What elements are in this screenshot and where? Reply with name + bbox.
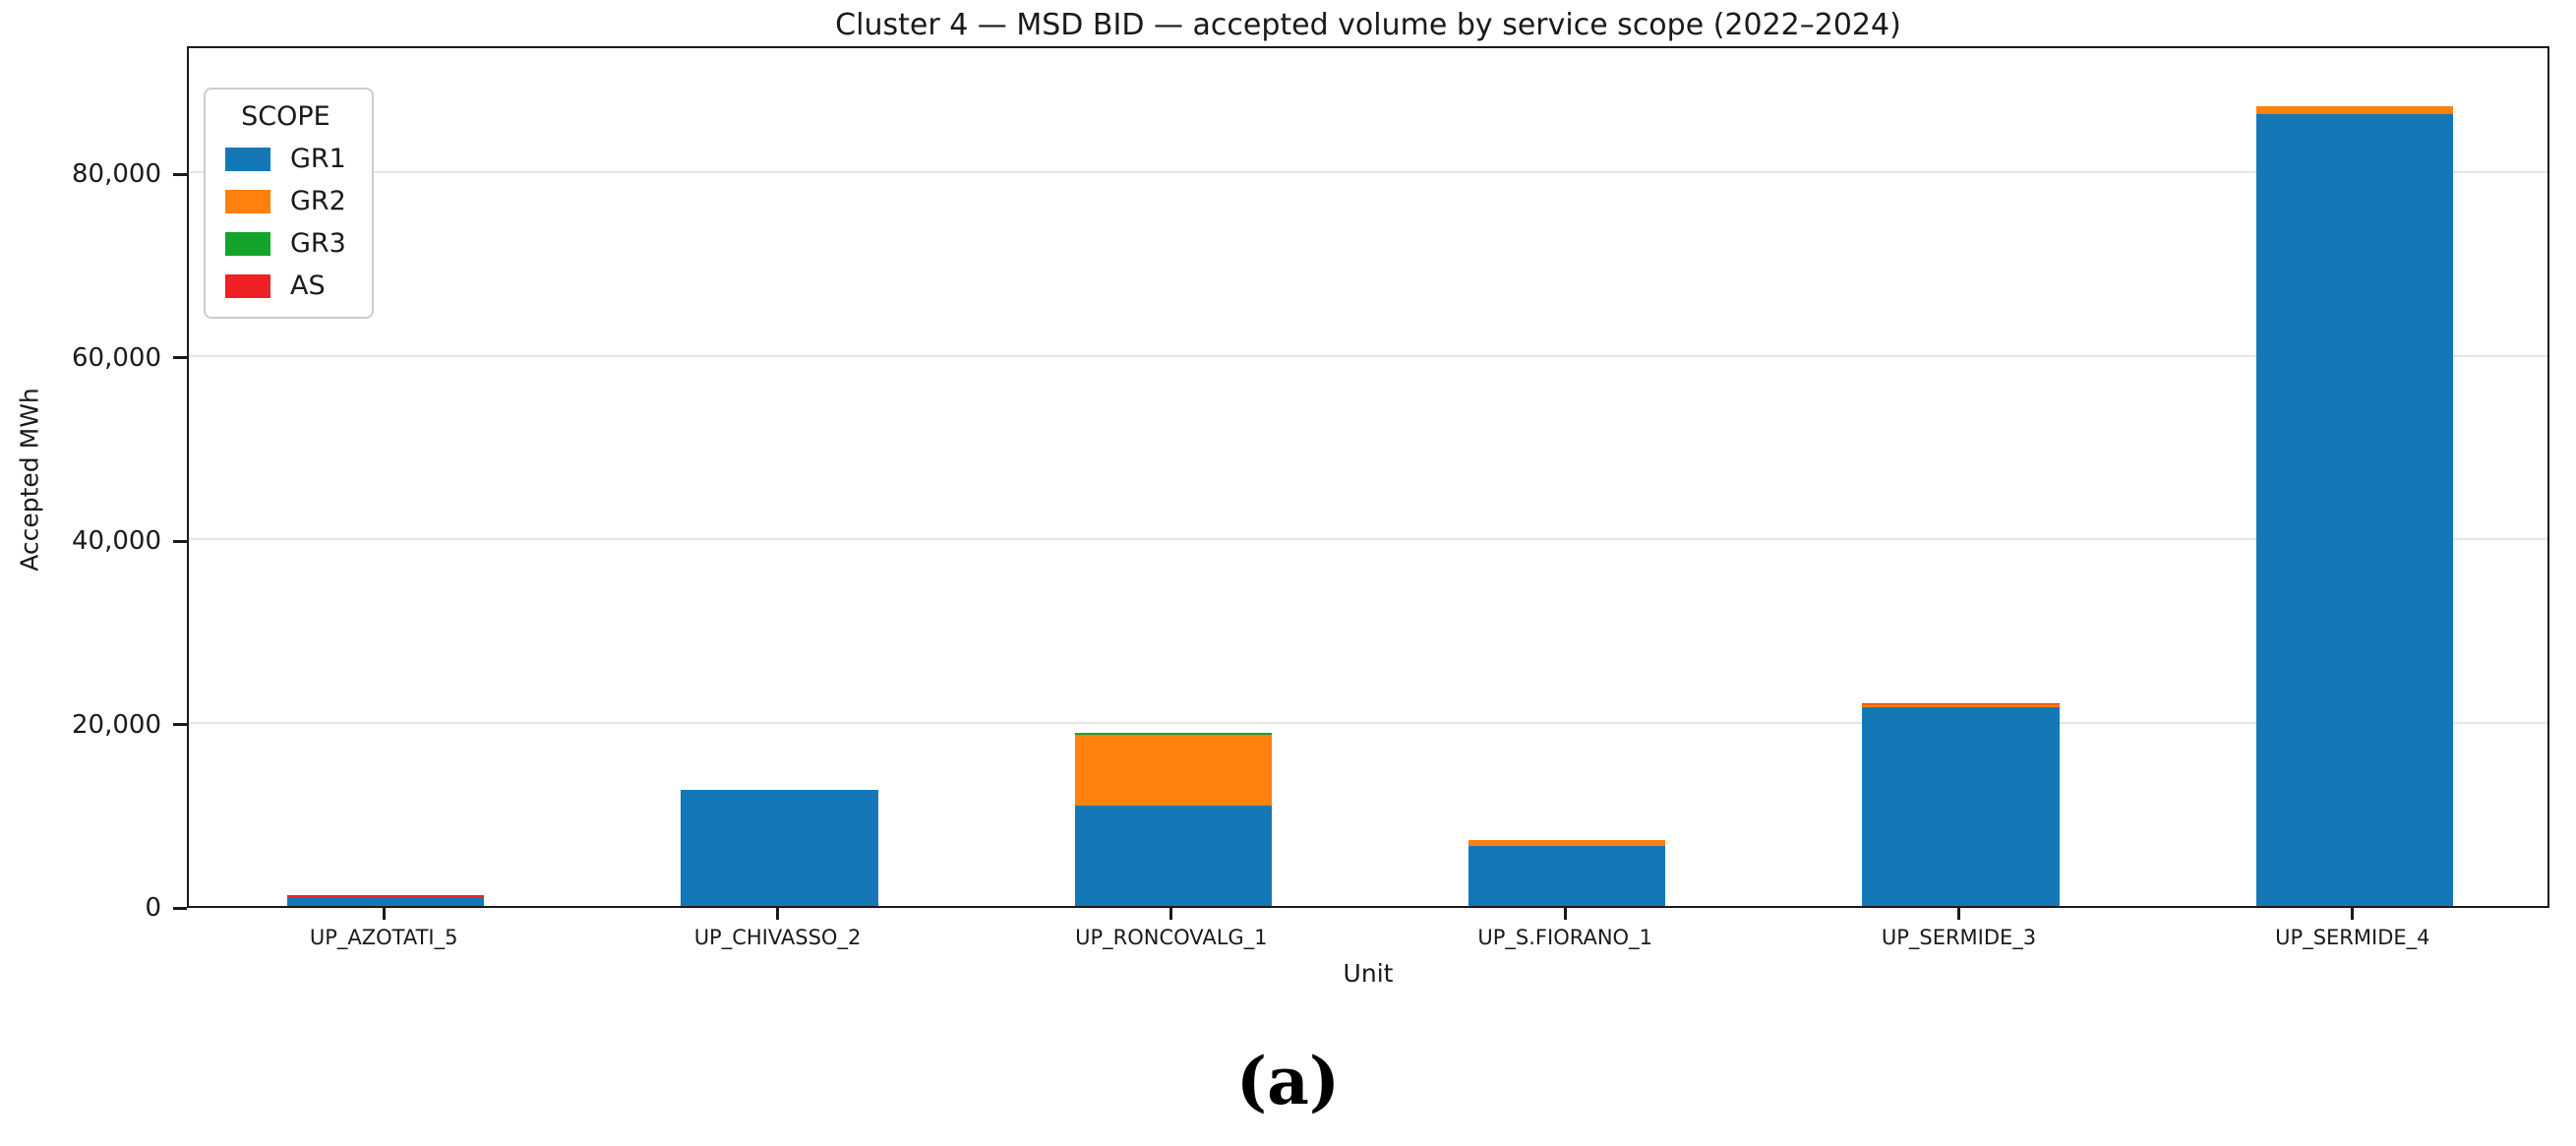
x-tick-label: UP_SERMIDE_3	[1881, 926, 2037, 949]
y-tick-mark	[173, 723, 187, 727]
subfigure-caption: (a)	[1235, 1043, 1341, 1119]
x-tick-mark	[1169, 908, 1173, 920]
bar-segment-as[interactable]	[1862, 702, 2060, 705]
y-tick-label: 0	[145, 893, 161, 923]
bar-segment-gr2[interactable]	[1468, 839, 1666, 847]
y-tick-mark	[173, 539, 187, 543]
legend-color-swatch	[225, 189, 270, 213]
bar-segment-gr2[interactable]	[2255, 106, 2453, 114]
bar-segment-gr1[interactable]	[681, 789, 878, 906]
legend-item-as[interactable]: AS	[225, 271, 346, 301]
y-gridline	[189, 171, 2547, 174]
bar-segment-as[interactable]	[287, 894, 485, 897]
legend-color-swatch	[225, 231, 270, 256]
y-gridline	[189, 538, 2547, 541]
legend-color-swatch	[225, 273, 270, 298]
x-tick-label: UP_AZOTATI_5	[309, 926, 458, 949]
legend-title: SCOPE	[241, 101, 330, 132]
bar-segment-gr1[interactable]	[287, 896, 485, 906]
x-tick-mark	[382, 908, 386, 920]
y-tick-label: 60,000	[72, 342, 161, 373]
legend-item-label: AS	[290, 271, 326, 301]
bar-segment-gr1[interactable]	[1468, 846, 1666, 906]
y-tick-label: 40,000	[72, 526, 161, 557]
bar-segment-gr3[interactable]	[1074, 732, 1272, 735]
x-tick-mark	[1563, 908, 1567, 920]
chart-title: Cluster 4 — MSD BID — accepted volume by…	[835, 8, 1901, 42]
legend-color-swatch	[225, 147, 270, 171]
legend-item-label: GR1	[290, 144, 346, 174]
x-tick-label: UP_RONCOVALG_1	[1075, 926, 1268, 949]
y-gridline	[189, 721, 2547, 724]
legend-item-gr3[interactable]: GR3	[225, 228, 346, 259]
x-tick-mark	[1957, 908, 1960, 920]
x-tick-label: UP_CHIVASSO_2	[693, 926, 862, 949]
bar-segment-gr1[interactable]	[1862, 706, 2060, 906]
y-tick-mark	[173, 172, 187, 176]
legend-item-label: GR2	[290, 186, 346, 216]
x-axis-label: Unit	[1343, 959, 1394, 988]
legend-item-label: GR3	[290, 228, 346, 259]
x-tick-mark	[2351, 908, 2355, 920]
bar-segment-gr1[interactable]	[2255, 113, 2453, 906]
y-tick-label: 20,000	[72, 709, 161, 740]
bar-segment-gr2[interactable]	[1862, 704, 2060, 707]
y-tick-label: 80,000	[72, 159, 161, 190]
y-gridline	[189, 354, 2547, 357]
legend-item-gr1[interactable]: GR1	[225, 144, 346, 174]
legend-items: GR1 GR2 GR3 AS	[225, 144, 346, 301]
y-tick-mark	[173, 906, 187, 910]
y-tick-mark	[173, 356, 187, 360]
x-tick-mark	[776, 908, 779, 920]
legend: SCOPE GR1 GR2 GR3 AS	[204, 88, 374, 319]
legend-item-gr2[interactable]: GR2	[225, 186, 346, 216]
bar-segment-gr2[interactable]	[1074, 734, 1272, 806]
plot-area: SCOPE GR1 GR2 GR3 AS	[187, 46, 2549, 908]
x-tick-label: UP_S.FIORANO_1	[1477, 926, 1652, 949]
y-axis-label: Accepted MWh	[15, 388, 44, 572]
bar-segment-gr1[interactable]	[1074, 805, 1272, 906]
x-tick-label: UP_SERMIDE_4	[2275, 926, 2430, 949]
